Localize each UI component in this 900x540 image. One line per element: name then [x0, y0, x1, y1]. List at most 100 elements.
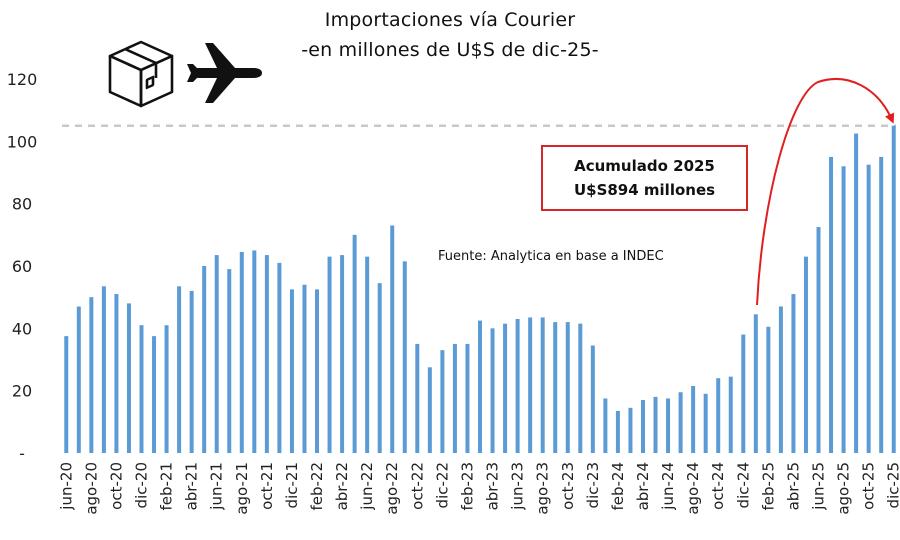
trend-arrow: [756, 78, 895, 306]
bar-feb-24: [615, 410, 620, 453]
bar-oct-23: [565, 322, 570, 453]
bar-may-22: [352, 234, 357, 453]
bar-mar-24: [628, 407, 633, 453]
bar-feb-25: [766, 326, 771, 453]
bar-dic-24: [741, 334, 746, 453]
y-tick-label: 40: [12, 319, 32, 338]
bar-abr-22: [340, 255, 345, 453]
x-tick-label: feb-24: [609, 462, 627, 511]
bar-nov-24: [728, 376, 733, 453]
bar-jul-24: [678, 392, 683, 453]
bar-sep-23: [553, 322, 558, 453]
chart-title: Importaciones vía Courier: [324, 9, 576, 31]
bar-ago-24: [691, 385, 696, 453]
bar-jul-22: [377, 283, 382, 453]
bar-ene-24: [603, 398, 608, 453]
x-tick-label: dic-23: [584, 462, 602, 508]
x-tick-label: ago-21: [233, 462, 251, 515]
bar-sep-24: [703, 393, 708, 453]
bar-dic-20: [139, 325, 144, 453]
callout-box: Acumulado 2025 U$S894 millones: [541, 145, 748, 211]
bar-jul-20: [76, 306, 81, 453]
callout-line-2: U$S894 millones: [573, 181, 716, 199]
x-tick-label: dic-21: [283, 462, 301, 508]
bar-nov-25: [879, 156, 884, 454]
bar-abr-24: [640, 400, 645, 453]
x-tick-label: ago-23: [534, 462, 552, 515]
bar-may-21: [202, 266, 207, 453]
x-tick-label: dic-25: [885, 462, 900, 508]
bar-ene-25: [753, 314, 758, 453]
y-tick-label: 80: [12, 195, 32, 214]
x-tick-label: dic-20: [132, 462, 150, 508]
bar-ago-25: [841, 166, 846, 453]
bar-mar-21: [177, 286, 182, 453]
bar-ago-20: [89, 297, 94, 453]
bar-oct-20: [114, 294, 119, 453]
x-tick-label: ago-24: [684, 462, 702, 515]
x-tick-label: jun-21: [208, 462, 226, 511]
x-tick-label: feb-22: [308, 462, 326, 511]
bar-may-25: [803, 256, 808, 453]
x-tick-label: ago-20: [82, 462, 100, 515]
bar-jun-24: [666, 398, 671, 453]
bar-nov-23: [578, 323, 583, 453]
x-tick-label: dic-24: [734, 462, 752, 508]
bar-feb-23: [465, 343, 470, 453]
bar-sep-21: [252, 250, 257, 453]
bar-abr-23: [490, 328, 495, 453]
bar-abr-25: [791, 294, 796, 453]
x-tick-label: jun-24: [659, 462, 677, 511]
bar-abr-21: [189, 290, 194, 453]
x-tick-label: jun-23: [509, 462, 527, 511]
bar-jun-22: [365, 256, 370, 453]
bar-may-24: [653, 396, 658, 453]
x-tick-label: abr-25: [784, 462, 802, 510]
callout-line-1: Acumulado 2025: [574, 157, 715, 175]
bar-sep-20: [101, 286, 106, 453]
x-tick-label: oct-22: [408, 462, 426, 510]
bar-ene-23: [452, 343, 457, 453]
chart-subtitle: -en millones de U$S de dic-25-: [301, 39, 599, 61]
bar-jun-25: [816, 227, 821, 453]
bar-jul-25: [829, 156, 834, 454]
bar-ago-22: [390, 225, 395, 453]
y-tick-label: 20: [12, 382, 32, 401]
x-tick-label: feb-21: [158, 462, 176, 511]
x-tick-label: jun-25: [810, 462, 828, 511]
x-tick-label: ago-22: [383, 462, 401, 515]
x-tick-label: oct-25: [860, 462, 878, 510]
x-tick-label: oct-23: [559, 462, 577, 510]
bar-nov-21: [277, 262, 282, 453]
x-tick-label: ago-25: [835, 462, 853, 515]
bar-dic-23: [590, 345, 595, 453]
bar-mar-22: [327, 256, 332, 453]
bar-sep-22: [402, 261, 407, 453]
bar-jun-23: [515, 318, 520, 453]
bar-oct-22: [415, 343, 420, 453]
x-tick-label: feb-25: [759, 462, 777, 511]
bar-oct-21: [264, 255, 269, 453]
bar-jul-21: [227, 269, 232, 453]
x-tick-label: abr-23: [484, 462, 502, 510]
x-tick-label: oct-20: [107, 462, 125, 510]
bar-dic-21: [289, 289, 294, 454]
bar-nov-20: [126, 303, 131, 453]
bar-mar-23: [478, 320, 482, 453]
bar-oct-24: [716, 378, 721, 453]
bar-nov-22: [427, 367, 432, 453]
bar-feb-22: [315, 289, 320, 454]
x-tick-label: oct-21: [258, 462, 276, 510]
x-tick-label: dic-22: [433, 462, 451, 508]
x-tick-label: jun-20: [57, 462, 75, 511]
bar-ene-21: [152, 336, 157, 454]
bar-dic-22: [440, 350, 445, 453]
source-note: Fuente: Analytica en base a INDEC: [438, 249, 664, 264]
y-tick-label: 100: [7, 132, 38, 151]
x-tick-label: oct-24: [709, 462, 727, 510]
x-tick-label: jun-22: [358, 462, 376, 511]
airplane-icon: [187, 43, 262, 103]
bar-jul-23: [528, 317, 533, 453]
y-tick-label: 60: [12, 257, 32, 276]
